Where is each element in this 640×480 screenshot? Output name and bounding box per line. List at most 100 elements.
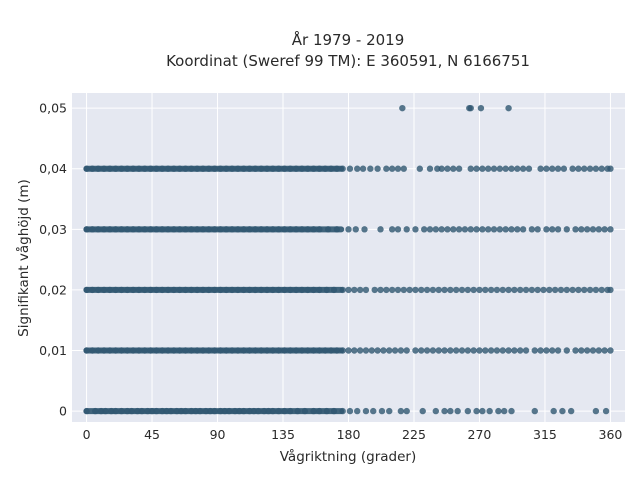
data-point: [345, 226, 352, 233]
data-point: [549, 347, 556, 354]
data-point: [323, 286, 330, 294]
data-point: [380, 347, 387, 354]
data-point: [388, 226, 396, 233]
data-point: [196, 407, 204, 415]
data-point: [106, 347, 114, 354]
chart-title-line-2: Koordinat (Sweref 99 TM): E 360591, N 61…: [166, 52, 530, 70]
data-point: [182, 226, 189, 233]
data-point: [252, 286, 259, 294]
data-point: [554, 226, 562, 233]
data-point: [257, 226, 265, 233]
data-point: [129, 347, 137, 354]
data-point: [368, 347, 375, 354]
data-point: [310, 347, 317, 354]
data-point: [508, 165, 515, 172]
data-point: [441, 286, 448, 294]
data-point: [269, 347, 277, 354]
data-point: [89, 226, 96, 233]
data-point: [112, 286, 119, 294]
data-point: [106, 226, 114, 233]
data-point: [176, 347, 183, 354]
data-point: [581, 165, 588, 172]
data-point: [217, 286, 224, 294]
data-point: [490, 226, 498, 233]
data-point: [170, 226, 178, 233]
data-point: [255, 407, 262, 415]
data-point: [246, 347, 253, 354]
data-point: [487, 347, 495, 354]
data-point: [362, 347, 370, 354]
data-point: [263, 165, 271, 172]
data-point: [292, 286, 300, 294]
data-point: [563, 286, 570, 294]
data-point: [455, 165, 463, 172]
data-point: [228, 347, 236, 354]
data-point: [423, 286, 431, 294]
data-point: [477, 104, 485, 112]
data-point: [486, 407, 493, 415]
data-point: [447, 347, 454, 354]
data-point: [537, 347, 544, 354]
data-point: [397, 347, 405, 354]
data-point: [205, 347, 212, 354]
data-point: [419, 407, 426, 415]
data-point: [182, 165, 189, 172]
data-point: [528, 226, 536, 233]
data-point: [124, 347, 131, 354]
data-point: [502, 165, 509, 172]
data-point: [479, 226, 486, 233]
data-point: [560, 165, 568, 172]
data-point: [92, 407, 99, 415]
data-point: [575, 165, 582, 172]
data-point: [159, 226, 166, 233]
data-point: [240, 286, 247, 294]
y-axis-label: Signifikant våghöjd (m): [15, 179, 32, 337]
x-axis-label: Vågriktning (grader): [280, 448, 417, 465]
data-point: [234, 165, 242, 172]
data-point: [595, 347, 603, 354]
data-point: [298, 226, 306, 233]
data-point: [388, 165, 396, 172]
data-point: [301, 407, 309, 415]
data-point: [246, 286, 253, 294]
x-tick-label: 90: [210, 427, 226, 442]
data-point: [386, 347, 393, 354]
data-point: [159, 165, 166, 172]
data-point: [549, 165, 556, 172]
data-point: [345, 286, 352, 294]
chart-title-line-1: År 1979 - 2019: [292, 30, 405, 49]
data-point: [275, 407, 282, 415]
data-point: [333, 165, 341, 172]
data-point: [447, 286, 454, 294]
data-point: [240, 165, 247, 172]
data-point: [211, 165, 218, 172]
data-point: [275, 347, 282, 354]
data-point: [310, 407, 317, 415]
data-point: [83, 347, 90, 354]
data-point: [537, 165, 544, 172]
data-point: [94, 286, 102, 294]
data-point: [501, 407, 508, 415]
data-point: [100, 286, 108, 294]
data-point: [135, 286, 143, 294]
data-point: [374, 165, 381, 172]
data-point: [485, 226, 492, 233]
data-point: [269, 286, 277, 294]
data-point: [525, 165, 533, 172]
data-point: [549, 226, 556, 233]
data-point: [418, 286, 425, 294]
data-point: [106, 286, 114, 294]
data-point: [598, 286, 605, 294]
data-point: [339, 407, 346, 415]
data-point: [193, 347, 201, 354]
data-point: [452, 347, 460, 354]
data-point: [370, 407, 377, 415]
data-point: [479, 407, 486, 415]
data-point: [470, 286, 477, 294]
data-point: [287, 226, 294, 233]
data-point: [327, 165, 335, 172]
data-point: [287, 286, 294, 294]
data-point: [429, 347, 437, 354]
data-point: [441, 407, 448, 415]
data-point: [354, 407, 361, 415]
